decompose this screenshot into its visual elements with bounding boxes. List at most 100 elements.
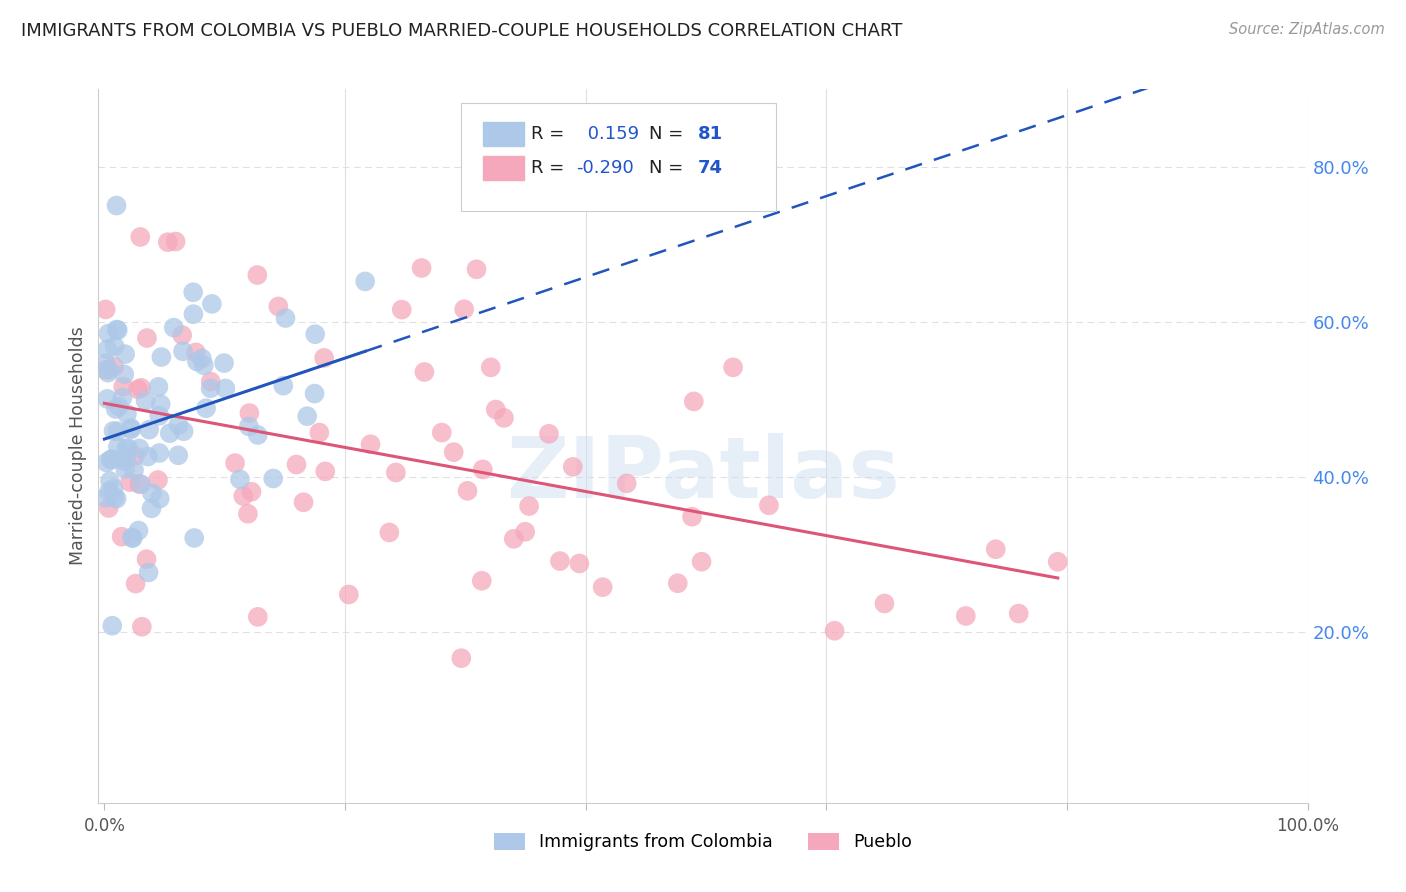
Point bbox=[107, 323, 129, 337]
Point bbox=[413, 365, 436, 379]
Point bbox=[172, 328, 194, 343]
Point bbox=[127, 524, 149, 538]
Point bbox=[124, 449, 146, 463]
Point bbox=[354, 275, 377, 289]
Point bbox=[114, 462, 136, 476]
FancyBboxPatch shape bbox=[461, 103, 776, 211]
Point bbox=[103, 482, 125, 496]
Point bbox=[285, 458, 308, 472]
Point bbox=[1008, 607, 1031, 621]
Text: 74: 74 bbox=[699, 159, 723, 177]
Point bbox=[195, 401, 218, 416]
Point bbox=[97, 500, 120, 515]
Point bbox=[267, 300, 290, 314]
Point bbox=[159, 426, 181, 441]
Point bbox=[240, 484, 263, 499]
Point bbox=[94, 356, 117, 370]
Point bbox=[616, 476, 638, 491]
Point bbox=[229, 472, 252, 486]
Point bbox=[128, 442, 150, 456]
Point bbox=[146, 473, 169, 487]
Point bbox=[391, 302, 413, 317]
Point bbox=[131, 620, 153, 634]
Point bbox=[592, 580, 614, 594]
Point bbox=[337, 587, 360, 601]
Point bbox=[295, 409, 318, 424]
Point bbox=[100, 452, 122, 467]
Point bbox=[955, 609, 977, 624]
Point bbox=[984, 542, 1007, 557]
Point bbox=[471, 462, 494, 476]
Legend: Immigrants from Colombia, Pueblo: Immigrants from Colombia, Pueblo bbox=[488, 826, 918, 858]
Point bbox=[314, 351, 336, 365]
Point bbox=[148, 409, 170, 423]
Point bbox=[111, 530, 134, 544]
Point bbox=[515, 524, 537, 539]
Point bbox=[96, 392, 118, 406]
Point bbox=[682, 394, 704, 409]
Point bbox=[105, 198, 128, 212]
Point bbox=[873, 597, 896, 611]
Point bbox=[101, 452, 124, 467]
Point bbox=[443, 445, 465, 459]
Point bbox=[121, 530, 143, 544]
Point bbox=[471, 574, 494, 588]
Point bbox=[97, 366, 120, 380]
Point bbox=[824, 624, 846, 638]
Point bbox=[149, 491, 172, 506]
Point bbox=[173, 424, 195, 438]
Text: 0.159: 0.159 bbox=[582, 125, 640, 143]
Point bbox=[485, 402, 508, 417]
Point bbox=[135, 552, 157, 566]
Point bbox=[200, 375, 222, 389]
Point bbox=[232, 489, 254, 503]
Point bbox=[262, 471, 284, 485]
Text: Source: ZipAtlas.com: Source: ZipAtlas.com bbox=[1229, 22, 1385, 37]
Point bbox=[107, 400, 129, 414]
Point bbox=[1046, 555, 1069, 569]
Point bbox=[105, 322, 128, 336]
Point bbox=[274, 311, 297, 326]
Text: R =: R = bbox=[531, 159, 571, 177]
Text: 81: 81 bbox=[699, 125, 723, 143]
Point bbox=[304, 386, 326, 401]
Point bbox=[129, 477, 152, 491]
Point bbox=[135, 393, 157, 408]
Point bbox=[141, 486, 163, 500]
Point bbox=[107, 424, 129, 438]
Point bbox=[184, 345, 207, 359]
Point bbox=[492, 410, 515, 425]
Text: ZIPatlas: ZIPatlas bbox=[506, 433, 900, 516]
Point bbox=[502, 532, 524, 546]
Point bbox=[149, 397, 172, 411]
Point bbox=[238, 419, 260, 434]
Point bbox=[103, 359, 125, 374]
Point bbox=[690, 555, 713, 569]
Point bbox=[537, 426, 560, 441]
Point bbox=[115, 442, 138, 456]
Point bbox=[120, 421, 142, 435]
Point bbox=[94, 302, 117, 317]
Point bbox=[186, 354, 208, 368]
Point bbox=[191, 351, 214, 366]
Point bbox=[165, 235, 187, 249]
Point bbox=[360, 437, 382, 451]
Point bbox=[104, 402, 127, 417]
Point bbox=[124, 576, 146, 591]
Point bbox=[385, 466, 408, 480]
Point bbox=[193, 359, 215, 373]
Text: IMMIGRANTS FROM COLOMBIA VS PUEBLO MARRIED-COUPLE HOUSEHOLDS CORRELATION CHART: IMMIGRANTS FROM COLOMBIA VS PUEBLO MARRI… bbox=[21, 22, 903, 40]
Y-axis label: Married-couple Households: Married-couple Households bbox=[69, 326, 87, 566]
Point bbox=[128, 477, 150, 491]
Point bbox=[167, 417, 190, 432]
FancyBboxPatch shape bbox=[482, 122, 524, 146]
Point bbox=[681, 509, 703, 524]
Point bbox=[127, 383, 149, 397]
Point bbox=[96, 455, 118, 469]
Point bbox=[411, 260, 433, 275]
Point bbox=[246, 268, 269, 282]
Point bbox=[304, 327, 326, 342]
Text: N =: N = bbox=[648, 159, 689, 177]
Point bbox=[450, 651, 472, 665]
Point bbox=[120, 422, 142, 436]
